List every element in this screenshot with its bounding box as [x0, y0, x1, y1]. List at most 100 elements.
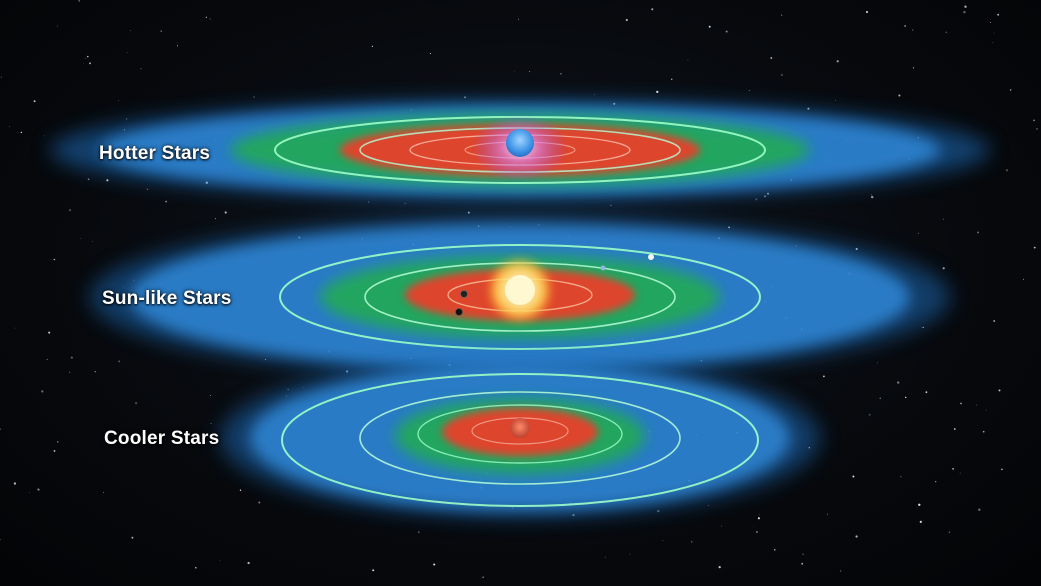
background-star: [118, 360, 121, 363]
background-star: [651, 8, 654, 11]
background-star: [748, 90, 750, 92]
background-star: [209, 394, 212, 397]
background-star: [1033, 119, 1035, 122]
background-star: [997, 13, 1000, 16]
background-star: [594, 94, 595, 96]
background-star: [982, 430, 985, 433]
background-star: [1033, 246, 1036, 249]
background-star: [942, 267, 945, 270]
background-star: [802, 553, 804, 555]
background-star: [922, 326, 925, 329]
background-star: [629, 553, 631, 555]
background-star: [467, 211, 470, 214]
background-star: [9, 126, 10, 127]
background-star: [130, 30, 131, 31]
background-star: [925, 391, 928, 394]
background-star: [0, 428, 1, 430]
background-star: [20, 131, 23, 134]
background-star: [69, 209, 71, 211]
background-star: [165, 200, 168, 203]
background-star: [852, 475, 855, 478]
background-star: [219, 560, 221, 561]
background-star: [33, 100, 36, 103]
background-star: [755, 530, 758, 534]
background-star: [935, 481, 937, 483]
background-star: [840, 570, 842, 572]
background-star: [948, 531, 951, 533]
background-star: [904, 396, 907, 399]
background-star: [80, 237, 82, 239]
background-star: [918, 503, 921, 506]
background-star: [514, 71, 516, 72]
background-star: [78, 0, 81, 2]
cooler-stars-system: [220, 358, 820, 518]
background-star: [801, 562, 804, 565]
background-star: [770, 57, 773, 59]
background-star: [807, 107, 810, 110]
background-star: [106, 179, 109, 182]
background-star: [140, 67, 142, 70]
background-star: [92, 241, 93, 242]
red-star-icon: [510, 418, 530, 438]
planet-icon: [460, 290, 468, 298]
background-star: [70, 356, 73, 359]
background-star: [919, 520, 922, 524]
background-star: [998, 389, 1001, 392]
background-star: [912, 29, 914, 31]
background-star: [57, 441, 59, 443]
planet-icon: [600, 265, 606, 271]
background-star: [0, 539, 1, 541]
background-star: [43, 135, 45, 137]
background-star: [89, 62, 91, 65]
background-star: [429, 52, 431, 55]
background-star: [964, 5, 967, 8]
background-star: [610, 204, 612, 206]
background-star: [725, 30, 728, 33]
background-star: [952, 468, 954, 470]
background-star: [29, 492, 30, 493]
background-star: [767, 192, 769, 195]
background-star: [604, 556, 606, 558]
background-star: [670, 78, 673, 81]
blue-star-icon: [506, 129, 534, 157]
background-star: [656, 90, 659, 94]
background-star: [917, 232, 919, 234]
background-star: [87, 55, 89, 58]
background-star: [877, 362, 878, 364]
background-star: [247, 561, 250, 565]
background-star: [720, 525, 722, 527]
background-star: [87, 178, 90, 181]
background-star: [1005, 169, 1009, 172]
background-star: [118, 99, 120, 102]
background-star: [0, 76, 3, 78]
background-star: [253, 96, 255, 98]
background-star: [753, 525, 755, 527]
background-star: [417, 531, 420, 534]
background-star: [900, 476, 902, 478]
background-star: [993, 32, 995, 34]
background-star: [1001, 468, 1003, 471]
background-star: [773, 548, 776, 551]
sun-like-stars-system: [90, 217, 950, 377]
background-star: [53, 258, 56, 261]
yellow-star-icon: [505, 275, 535, 305]
background-star: [94, 371, 96, 373]
background-star: [781, 74, 783, 76]
background-star: [687, 59, 689, 61]
background-star: [960, 402, 962, 405]
background-star: [755, 198, 758, 201]
hotter-stars-system: [50, 100, 990, 200]
background-star: [482, 576, 484, 578]
background-star: [662, 540, 664, 541]
background-star: [160, 30, 162, 32]
orbit-ring: [359, 391, 681, 485]
background-star: [56, 25, 58, 27]
background-star: [205, 16, 208, 19]
background-star: [1009, 89, 1012, 91]
background-star: [103, 491, 105, 493]
background-star: [1036, 128, 1038, 130]
planet-icon: [648, 254, 654, 260]
background-star: [978, 508, 981, 511]
background-star: [953, 428, 956, 430]
